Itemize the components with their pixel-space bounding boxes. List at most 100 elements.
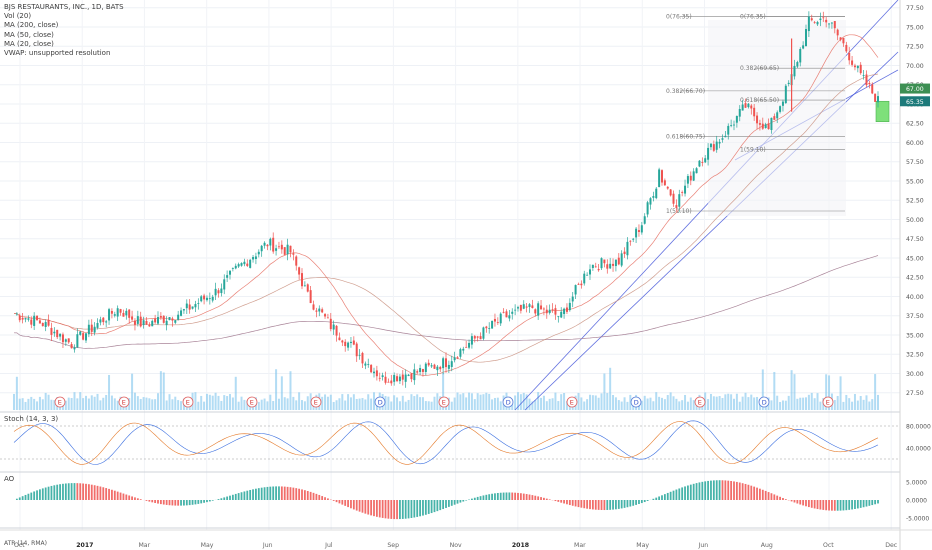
ao-bar: [471, 498, 473, 500]
ao-bar: [381, 500, 384, 518]
candle-body: [128, 309, 131, 318]
ao-bar: [111, 489, 113, 500]
ao-bar: [263, 487, 266, 500]
ao-bar: [289, 487, 292, 500]
candle-body: [640, 225, 643, 233]
volume-bar: [877, 394, 879, 410]
time-tick-label: 2017: [76, 542, 93, 549]
volume-bar: [802, 397, 805, 410]
candle-body: [537, 303, 540, 316]
ao-bar: [491, 493, 493, 500]
ao-bar: [836, 500, 839, 511]
ao-bar: [44, 487, 47, 500]
ao-bar: [185, 500, 188, 506]
candle-body: [646, 202, 649, 215]
stoch-pane-label[interactable]: Stoch (14, 3, 3): [4, 415, 59, 423]
volume-bar: [661, 397, 663, 410]
ao-bar: [168, 500, 171, 506]
volume-bar: [609, 367, 612, 410]
volume-bar: [862, 399, 865, 410]
candle-body: [655, 188, 658, 199]
price-axis[interactable]: 27.50 30.00 32.50 35.00 37.50 40.00 42.50 45.00…: [899, 0, 931, 550]
atr-pane-label[interactable]: ATR (14, RMA): [4, 540, 47, 547]
volume-bar: [177, 400, 180, 410]
price-tick-label: 50.00: [906, 217, 924, 224]
ao-bar: [223, 497, 226, 500]
volume-bar: [845, 394, 848, 410]
time-tick-label: Aug: [761, 542, 773, 549]
candle-body: [635, 228, 638, 238]
candle-body: [735, 115, 738, 123]
volume-bar: [614, 397, 617, 410]
ao-bar: [375, 500, 378, 517]
ao-bar: [183, 500, 185, 506]
indicator-ma200[interactable]: MA (200, close): [4, 21, 59, 30]
ao-bar: [148, 500, 151, 502]
candle-body: [485, 326, 488, 329]
candle-body: [50, 327, 53, 335]
ao-bar: [580, 500, 583, 508]
volume-bar: [283, 397, 286, 410]
ao-bar: [810, 500, 813, 508]
ao-bar: [427, 500, 430, 514]
price-tick-label: 30.00: [906, 371, 924, 378]
volume-bar: [361, 398, 364, 410]
indicator-ma20[interactable]: MA (20, close): [4, 39, 54, 48]
ao-bar: [574, 500, 577, 507]
volume-bar: [168, 394, 171, 410]
indicator-vol[interactable]: Vol (20): [4, 12, 32, 21]
candle-body: [332, 324, 335, 330]
ao-bar: [663, 494, 666, 500]
ao-bar: [278, 486, 280, 500]
candle-body: [133, 320, 136, 325]
volume-bar: [488, 393, 491, 410]
candle-body: [727, 125, 730, 135]
candle-body: [36, 315, 39, 321]
ao-bar: [306, 491, 309, 500]
ao-bar: [159, 500, 162, 505]
candle-body: [493, 318, 496, 322]
ao-pane-label[interactable]: AO: [4, 475, 15, 483]
volume-bar: [105, 394, 108, 410]
candle-body: [865, 74, 868, 86]
ao-bar: [626, 500, 629, 508]
candle-body: [508, 315, 511, 319]
volume-bar: [545, 401, 548, 410]
volume-bar: [79, 392, 82, 410]
indicator-ma50[interactable]: MA (50, close): [4, 30, 54, 39]
ao-bar: [661, 495, 663, 500]
volume-bar: [194, 392, 197, 410]
ao-bar: [47, 486, 50, 500]
volume-bar: [243, 399, 246, 410]
volume-bar: [848, 398, 851, 410]
candle-body: [361, 352, 364, 364]
event-marker-label: E: [826, 399, 830, 407]
candle-body: [223, 279, 226, 290]
stoch-line: [13, 421, 879, 465]
price-tick-label: 27.50: [906, 390, 924, 397]
ao-bar: [286, 486, 289, 500]
candle-body: [15, 313, 18, 315]
candle-body: [113, 314, 116, 316]
ao-bar: [848, 500, 851, 510]
candle-body: [364, 363, 367, 366]
ao-bar: [698, 482, 701, 500]
candle-body: [459, 349, 462, 357]
candle-body: [430, 365, 433, 367]
time-tick-label: Mar: [574, 542, 586, 549]
volume-bar: [629, 394, 632, 410]
candle-body: [658, 169, 661, 188]
candle-body: [816, 22, 819, 25]
time-tick-label: Mar: [138, 542, 150, 549]
ao-bar: [312, 492, 315, 500]
ao-bar: [332, 500, 335, 501]
volume-bar: [41, 399, 44, 410]
ao-bar: [327, 498, 329, 500]
candle-body: [142, 320, 145, 326]
indicator-vwap[interactable]: VWAP: unsupported resolution: [4, 49, 111, 58]
volume-bar: [326, 396, 329, 410]
volume-bar: [145, 397, 148, 410]
time-axis[interactable]: Oct 2017 Mar May Jun Jul Sep Nov 2018 Mar May Jun Au…: [0, 529, 932, 549]
ao-bar: [517, 492, 519, 500]
candle-body: [154, 318, 157, 323]
